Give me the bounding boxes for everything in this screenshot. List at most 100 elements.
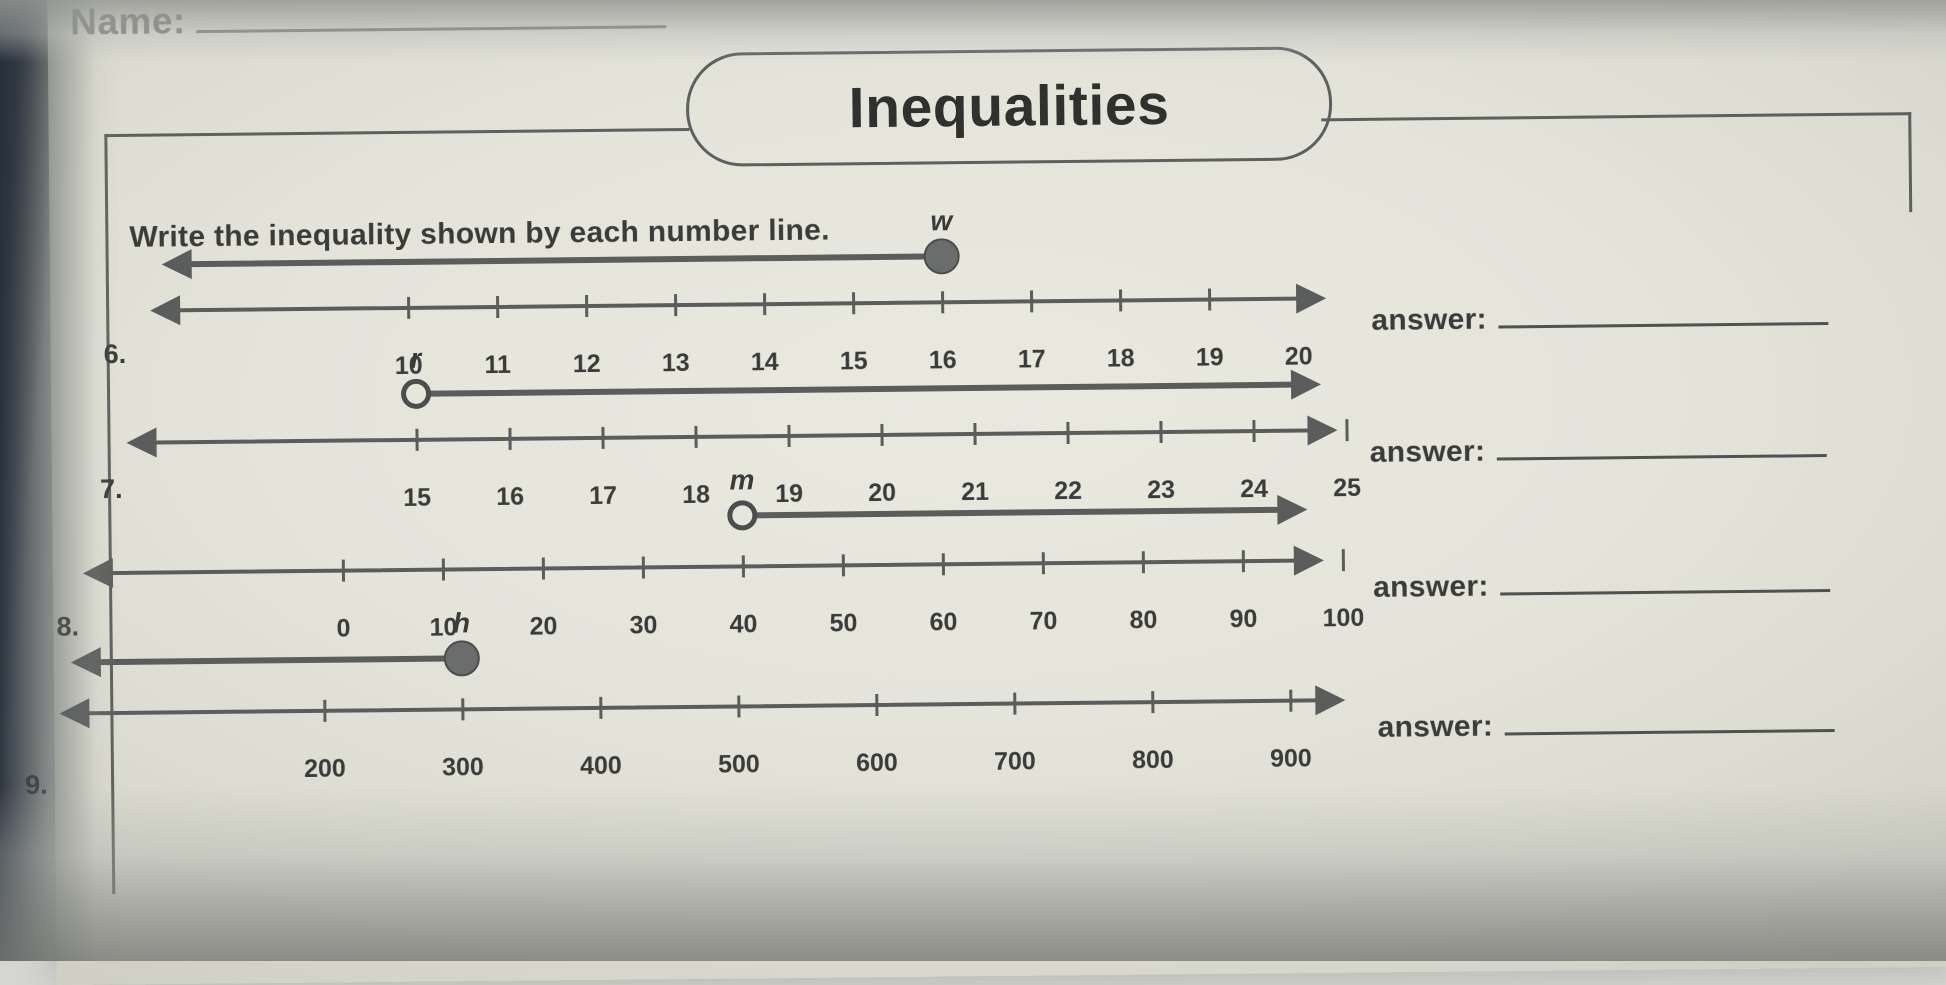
axis-tick-label: 21 (961, 477, 990, 507)
solution-ray (742, 506, 1280, 519)
problem-number: 6. (103, 338, 127, 370)
number-line-axis (178, 296, 1299, 313)
axis-tick-label: 18 (1106, 344, 1135, 373)
axis-tick (323, 699, 327, 722)
axis-tick (1252, 420, 1256, 443)
axis-tick (641, 556, 646, 579)
name-row: Name: (70, 0, 666, 43)
axis-tick-label: 19 (775, 479, 804, 509)
open-circle-endpoint (727, 500, 758, 531)
variable-label: h (452, 607, 471, 639)
axis-arrow-left-icon (150, 295, 181, 326)
answer-write-line[interactable] (1505, 728, 1836, 736)
axis-tick (461, 698, 465, 721)
axis-tick-label: 13 (661, 348, 690, 378)
solution-ray-arrow-icon (70, 647, 102, 678)
open-circle-endpoint (400, 378, 432, 409)
axis-tick (599, 696, 603, 719)
axis-tick (441, 558, 446, 581)
axis-tick (763, 293, 767, 316)
closed-circle-endpoint (443, 640, 481, 677)
axis-tick (341, 559, 346, 582)
answer-field-group: answer: (1377, 706, 1836, 745)
border-left (104, 134, 116, 895)
title-pill: Inequalities (685, 46, 1333, 167)
axis-tick (496, 295, 500, 318)
axis-tick-label: 25 (1333, 473, 1362, 503)
axis-tick (508, 427, 512, 450)
header-rule-left (104, 127, 690, 138)
answer-field-group: answer: (1370, 431, 1828, 470)
axis-tick-label: 16 (928, 346, 957, 375)
border-right (1908, 112, 1913, 213)
solution-ray (189, 253, 942, 268)
axis-arrow-left-icon (59, 698, 90, 729)
axis-tick-label: 11 (484, 350, 512, 380)
axis-tick (880, 423, 884, 446)
solution-ray-arrow-icon (161, 249, 192, 280)
number-line-axis (87, 698, 1318, 716)
axis-tick (737, 695, 741, 718)
axis-tick-label: 50 (829, 609, 858, 638)
axis-tick-label: 17 (589, 481, 618, 511)
axis-tick (674, 294, 678, 317)
variable-label: m (729, 464, 755, 496)
closed-circle-endpoint (923, 238, 960, 275)
axis-tick (1159, 421, 1163, 444)
variable-label: r (410, 342, 422, 374)
axis-tick-label: 30 (629, 611, 658, 640)
answer-write-line[interactable] (1500, 589, 1831, 596)
page-title: Inequalities (848, 72, 1170, 141)
axis-arrow-right-icon (1293, 545, 1325, 576)
axis-tick (415, 428, 419, 451)
number-line-axis (154, 428, 1310, 445)
axis-tick-label: 700 (993, 747, 1036, 776)
axis-tick (1066, 421, 1070, 445)
answer-label: answer: (1377, 709, 1494, 744)
axis-tick (1141, 551, 1145, 574)
solution-ray-arrow-icon (1277, 494, 1308, 525)
axis-tick-label: 24 (1240, 474, 1269, 504)
axis-tick (941, 553, 945, 576)
axis-tick (694, 425, 698, 448)
axis-tick (1151, 691, 1155, 714)
axis-tick (1119, 289, 1123, 312)
answer-label: answer: (1372, 569, 1489, 604)
answer-write-line[interactable] (1498, 322, 1829, 329)
axis-tick-label: 60 (929, 608, 958, 637)
axis-tick-label: 600 (855, 748, 898, 778)
axis-tick-label: 17 (1017, 345, 1046, 374)
axis-tick (841, 554, 845, 577)
number-line: 10 11 12 13 14 15 16 17 18 19 20 w (150, 205, 1327, 380)
axis-tick-label: 20 (868, 478, 897, 508)
axis-tick (541, 557, 546, 580)
axis-tick-label: 22 (1054, 476, 1083, 506)
axis-tick-label: 300 (441, 753, 484, 782)
axis-tick (852, 292, 856, 315)
instructions: Write the inequality shown by each numbe… (129, 213, 830, 254)
axis-tick-label: 900 (1269, 744, 1312, 773)
answer-field-group: answer: (1371, 299, 1829, 338)
axis-tick (1030, 290, 1034, 313)
axis-tick (1345, 419, 1349, 442)
solution-ray (416, 381, 1294, 397)
axis-tick (1241, 550, 1245, 573)
name-write-line[interactable] (195, 25, 666, 34)
axis-tick-label: 0 (336, 614, 351, 643)
answer-field-group: answer: (1373, 566, 1831, 605)
variable-label: w (930, 205, 953, 237)
axis-tick-label: 12 (572, 349, 601, 379)
axis-tick-label: 80 (1129, 606, 1158, 635)
number-line: 0 10 20 30 40 50 60 70 80 90 100 m (82, 464, 1364, 643)
axis-tick-label: 800 (1131, 745, 1174, 775)
answer-label: answer: (1371, 302, 1487, 337)
name-label: Name: (69, 0, 186, 43)
answer-write-line[interactable] (1497, 454, 1828, 461)
axis-tick (1041, 552, 1045, 575)
axis-tick-label: 500 (717, 750, 760, 779)
axis-tick (407, 296, 411, 319)
number-line: 200 300 400 500 600 700 800 900 h (59, 607, 1346, 783)
axis-tick-label: 19 (1195, 343, 1224, 372)
axis-arrow-right-icon (1315, 685, 1346, 716)
